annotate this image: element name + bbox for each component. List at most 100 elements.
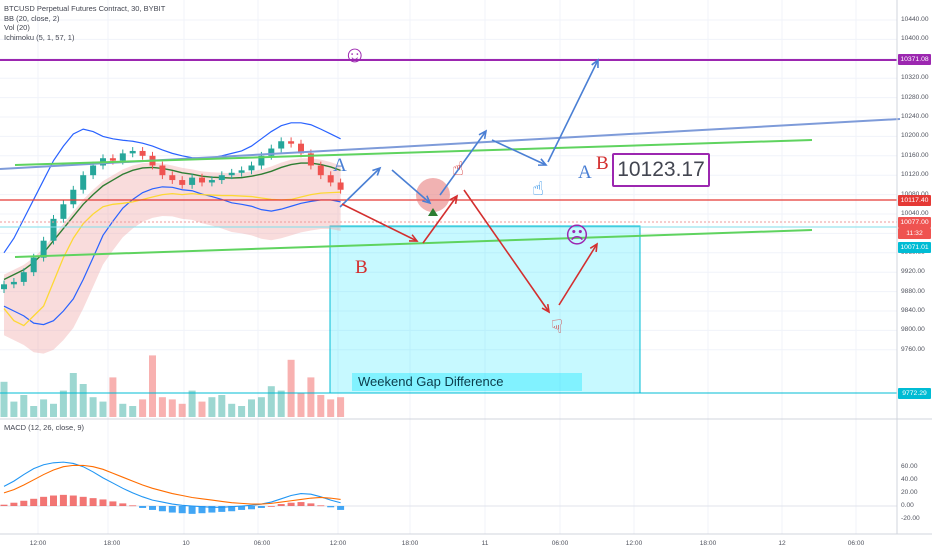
vol-legend: Vol (20) xyxy=(4,23,30,32)
macd-tick-label: -20.00 xyxy=(901,515,920,523)
candle-body xyxy=(30,257,37,273)
bb-lower-line xyxy=(3,186,341,326)
candle-body xyxy=(179,180,186,185)
highlight-circle xyxy=(416,178,450,212)
green-trendline-lower xyxy=(14,229,813,258)
candle-body xyxy=(80,175,87,190)
candle-body xyxy=(317,165,324,176)
macd-histogram-bar xyxy=(149,506,156,510)
ichimoku-legend: Ichimoku (5, 1, 57, 1) xyxy=(4,32,75,42)
candle-body xyxy=(109,158,116,161)
price-tick-label: 10120.00 xyxy=(901,171,929,179)
price-callout: 10123.17 xyxy=(612,153,710,187)
candle-body xyxy=(189,177,196,185)
macd-legend: MACD (12, 26, close, 9) xyxy=(4,423,85,432)
candle-body xyxy=(139,150,146,156)
time-tick-label: 06:00 xyxy=(551,540,569,547)
time-tick-label: 12 xyxy=(778,540,786,547)
arrow-b4 xyxy=(558,243,598,306)
smiley-face-icon: ☺ xyxy=(343,41,367,67)
resistance-label: 10117.40 xyxy=(898,195,931,206)
volume-bar xyxy=(208,397,216,417)
arrow-b1-head xyxy=(408,234,419,242)
volume-bar xyxy=(30,406,38,417)
volume-bar xyxy=(40,399,48,417)
candle-body xyxy=(119,153,126,161)
candle-body xyxy=(298,143,304,154)
macd-histogram-bar xyxy=(228,506,236,512)
candle-body xyxy=(288,141,295,144)
price-tick-label: 10400.00 xyxy=(901,35,929,43)
price-tick-label: 9760.00 xyxy=(901,345,925,353)
time-tick-label: 12:00 xyxy=(329,540,347,547)
macd-histogram-bar xyxy=(327,506,335,508)
arrow-b2-head xyxy=(449,194,459,205)
path-arrows xyxy=(339,58,599,314)
volume-bar xyxy=(149,355,156,417)
candle-body xyxy=(218,175,225,181)
volume-bar xyxy=(337,397,345,417)
macd-histogram-bar xyxy=(198,506,206,514)
volume-bar xyxy=(238,406,246,417)
volume-bar xyxy=(327,399,335,417)
macd-histogram-bar xyxy=(188,506,196,514)
purple-level-label: 10371.08 xyxy=(898,54,931,65)
macd-histogram-bar xyxy=(317,505,325,507)
macd-histogram-bar xyxy=(20,500,28,506)
time-tick-label: 06:00 xyxy=(253,540,271,547)
scenario-b-label: B xyxy=(355,257,368,278)
candle-body xyxy=(1,284,7,290)
volume-bar xyxy=(257,397,265,417)
volume-bar xyxy=(20,395,28,417)
macd-histogram-bar xyxy=(257,506,265,508)
macd-histogram-bar xyxy=(50,495,57,506)
macd-histogram-bar xyxy=(119,503,127,506)
weekend-gap-label: Weekend Gap Difference xyxy=(352,373,582,391)
volume-bar xyxy=(99,401,107,417)
time-tick-label: 12:00 xyxy=(625,540,643,547)
bb-basis-line xyxy=(3,162,341,281)
macd-histogram-bar xyxy=(109,501,117,506)
macd-histogram-bar xyxy=(218,506,226,512)
price-tick-label: 10440.00 xyxy=(901,16,929,23)
candle-body xyxy=(129,150,136,154)
countdown-label: 11:32 xyxy=(898,228,931,239)
macd-histogram-bar xyxy=(129,505,137,507)
volume-bar xyxy=(248,399,255,417)
volume-bar xyxy=(277,390,285,417)
candle-body xyxy=(159,165,166,176)
candle-body xyxy=(40,240,47,258)
price-tick-label: 10080.00 xyxy=(901,191,929,198)
volume-bar xyxy=(139,399,147,417)
time-tick-label: 12:00 xyxy=(29,540,47,547)
macd-histogram-bar xyxy=(69,495,77,506)
macd-histogram-bar xyxy=(307,503,315,506)
grid xyxy=(0,0,897,534)
scenario-a-label-right: A xyxy=(578,162,592,183)
price-tick-label: 10200.00 xyxy=(901,132,929,140)
ichimoku-cloud xyxy=(4,158,341,354)
arrow-a5-head xyxy=(591,58,599,69)
volume-bar xyxy=(267,386,275,417)
macd-histogram-bar xyxy=(10,502,18,506)
arrow-a4-head xyxy=(537,158,548,166)
volume-bar xyxy=(188,390,196,417)
candle-body xyxy=(20,272,27,282)
price-tick-label: 10240.00 xyxy=(901,113,929,120)
last-price-label: 10077.00 xyxy=(898,217,931,228)
volume-bar xyxy=(307,377,315,417)
macd-histogram-bar xyxy=(267,506,275,507)
volume-bar xyxy=(129,406,137,417)
arrow-b1 xyxy=(341,203,418,242)
volume-bars xyxy=(0,355,345,417)
arrow-a3-head xyxy=(478,129,488,140)
price-tick-label: 10040.00 xyxy=(901,210,929,217)
volume-bar xyxy=(198,401,206,417)
macd-histogram-bar xyxy=(248,506,255,510)
price-tick-label: 9920.00 xyxy=(901,268,925,276)
arrow-a4 xyxy=(491,139,547,166)
signal-line xyxy=(3,464,341,505)
macd-histogram-bar xyxy=(139,506,147,508)
